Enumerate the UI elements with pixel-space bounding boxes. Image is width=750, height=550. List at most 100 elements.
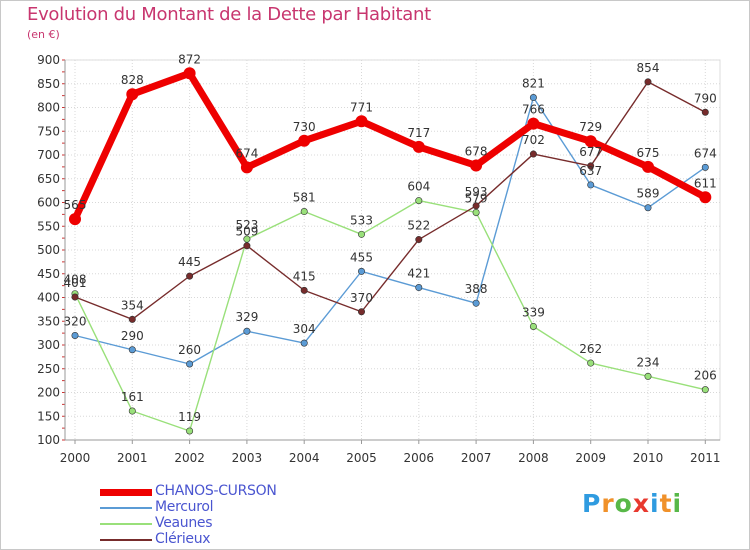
data-label: 565 — [64, 198, 87, 212]
data-point — [587, 181, 595, 189]
logo-letter: P — [582, 489, 602, 518]
data-point — [357, 267, 365, 275]
x-tick-label: 2008 — [518, 451, 549, 465]
data-label: 674 — [235, 146, 258, 160]
data-point — [300, 286, 308, 294]
data-labels: 320 290 260 329 304 455 421 388 821 637 589 674 408 1… — [64, 52, 717, 424]
data-point — [355, 115, 368, 128]
data-label: 262 — [579, 342, 602, 356]
x-tick-label: 2003 — [232, 451, 263, 465]
data-label: 522 — [407, 219, 430, 233]
legend-swatch — [100, 489, 152, 496]
data-point — [243, 242, 251, 250]
data-point — [186, 360, 194, 368]
x-tick-label: 2004 — [289, 451, 320, 465]
x-tick-label: 2000 — [60, 451, 91, 465]
data-label: 161 — [121, 390, 144, 404]
data-label: 234 — [637, 355, 660, 369]
y-tick-label: 150 — [37, 409, 60, 423]
y-tick-label: 100 — [37, 433, 60, 447]
data-point — [415, 197, 423, 205]
data-label: 589 — [637, 187, 660, 201]
data-point — [243, 327, 251, 335]
y-tick-label: 450 — [37, 267, 60, 281]
y-tick-label: 550 — [37, 219, 60, 233]
data-point — [69, 213, 81, 226]
legend-label: Veaunes — [155, 515, 213, 531]
data-label: 509 — [235, 225, 258, 239]
x-tick-label: 2005 — [346, 451, 377, 465]
data-point — [300, 339, 308, 347]
data-point — [186, 272, 194, 280]
data-point — [357, 308, 365, 316]
data-label: 339 — [522, 305, 545, 319]
data-point — [587, 359, 595, 367]
data-label: 206 — [694, 369, 717, 383]
data-point — [587, 162, 595, 170]
series-line-mercurol — [74, 96, 706, 365]
logo-letter: i — [672, 489, 683, 518]
data-label: 354 — [121, 298, 144, 312]
chart-title: Evolution du Montant de la Dette par Hab… — [27, 4, 431, 25]
logo-letter: r — [601, 489, 615, 518]
data-label: 304 — [293, 322, 316, 336]
x-tick-label: 2010 — [633, 451, 664, 465]
data-point — [644, 78, 652, 86]
data-label: 329 — [235, 310, 258, 324]
chart-subtitle: (en €) — [27, 28, 60, 41]
data-label: 408 — [64, 273, 87, 287]
data-label: 119 — [178, 410, 201, 424]
data-label: 370 — [350, 291, 373, 305]
data-label: 678 — [465, 144, 488, 158]
x-tick-label: 2006 — [404, 451, 435, 465]
data-label: 401 — [64, 276, 87, 290]
axes: 100 150 200 250 300 350 400 450 500 550 600 650 700 7… — [37, 53, 720, 465]
data-point — [71, 293, 79, 301]
data-label: 771 — [350, 100, 373, 114]
y-tick-label: 200 — [37, 386, 60, 400]
data-point — [699, 191, 712, 204]
data-label: 729 — [579, 120, 602, 134]
data-label: 821 — [522, 77, 545, 91]
data-point — [642, 160, 654, 173]
legend-swatch — [100, 539, 152, 541]
y-tick-label: 250 — [37, 362, 60, 376]
y-tick-label: 400 — [37, 291, 60, 305]
data-label: 854 — [637, 61, 660, 75]
data-point — [472, 208, 480, 216]
data-label: 320 — [64, 315, 87, 329]
y-tick-label: 650 — [37, 172, 60, 186]
data-point — [240, 161, 253, 174]
data-label: 604 — [407, 180, 430, 194]
legend-swatch — [100, 507, 152, 509]
data-label: 730 — [293, 120, 316, 134]
data-label: 593 — [465, 185, 488, 199]
data-point — [415, 284, 423, 292]
data-label: 702 — [522, 133, 545, 147]
data-label: 675 — [637, 146, 660, 160]
y-tick-label: 800 — [37, 101, 60, 115]
data-label: 674 — [694, 146, 717, 160]
data-point — [701, 386, 709, 394]
y-tick-label: 750 — [37, 124, 60, 138]
data-label: 290 — [121, 329, 144, 343]
x-tick-label: 2001 — [117, 451, 148, 465]
data-point — [357, 230, 365, 238]
data-point — [128, 407, 136, 415]
data-label: 677 — [579, 145, 602, 159]
y-tick-label: 500 — [37, 243, 60, 257]
series-line-chanos-curson — [71, 69, 709, 223]
data-label: 790 — [694, 91, 717, 105]
data-point — [701, 108, 709, 116]
x-tick-label: 2011 — [690, 451, 721, 465]
data-label: 388 — [465, 282, 488, 296]
data-point — [186, 427, 194, 435]
data-label: 611 — [694, 176, 717, 190]
data-point — [298, 134, 311, 147]
y-tick-label: 700 — [37, 148, 60, 162]
data-point — [529, 322, 537, 330]
logo-letter: i — [650, 489, 660, 518]
logo-letter: t — [659, 489, 673, 518]
legend-label: Clérieux — [155, 531, 211, 547]
data-label: 766 — [522, 103, 545, 117]
